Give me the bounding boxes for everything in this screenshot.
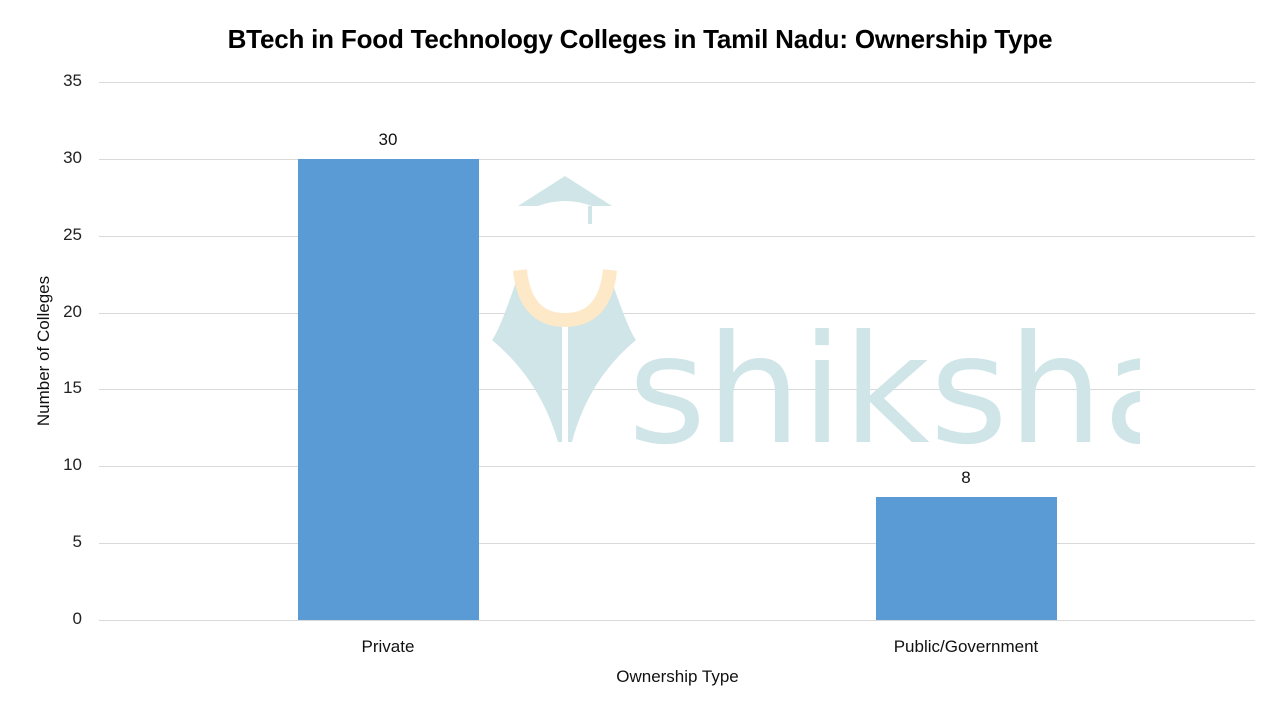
- y-tick-label: 5: [72, 532, 82, 552]
- gridline: [99, 235, 1255, 237]
- plot-area: [99, 82, 1255, 621]
- data-label: 30: [378, 129, 398, 149]
- gridline: [99, 466, 1255, 468]
- y-tick-label: 25: [63, 224, 82, 244]
- data-label: 8: [961, 468, 971, 488]
- x-tick-label: Public/Government: [893, 637, 1039, 656]
- y-tick-label: 10: [63, 455, 82, 475]
- gridline: [99, 620, 1255, 621]
- y-axis-label: Number of Colleges: [34, 275, 53, 427]
- bar-private: [297, 158, 479, 620]
- x-tick-label: Private: [361, 637, 415, 656]
- y-tick-label: 0: [72, 609, 82, 628]
- y-tick-label: 35: [63, 71, 82, 90]
- gridline: [99, 158, 1255, 160]
- gridline: [99, 389, 1255, 391]
- gridline: [99, 543, 1255, 545]
- y-tick-label: 30: [63, 147, 82, 167]
- bar-public-government: [875, 497, 1057, 620]
- chart-title: BTech in Food Technology Colleges in Tam…: [227, 24, 1053, 54]
- y-tick-label: 15: [63, 378, 82, 398]
- x-axis-label: Ownership Type: [616, 667, 739, 686]
- gridline: [99, 82, 1255, 83]
- y-tick-label: 20: [63, 301, 82, 321]
- gridline: [99, 312, 1255, 314]
